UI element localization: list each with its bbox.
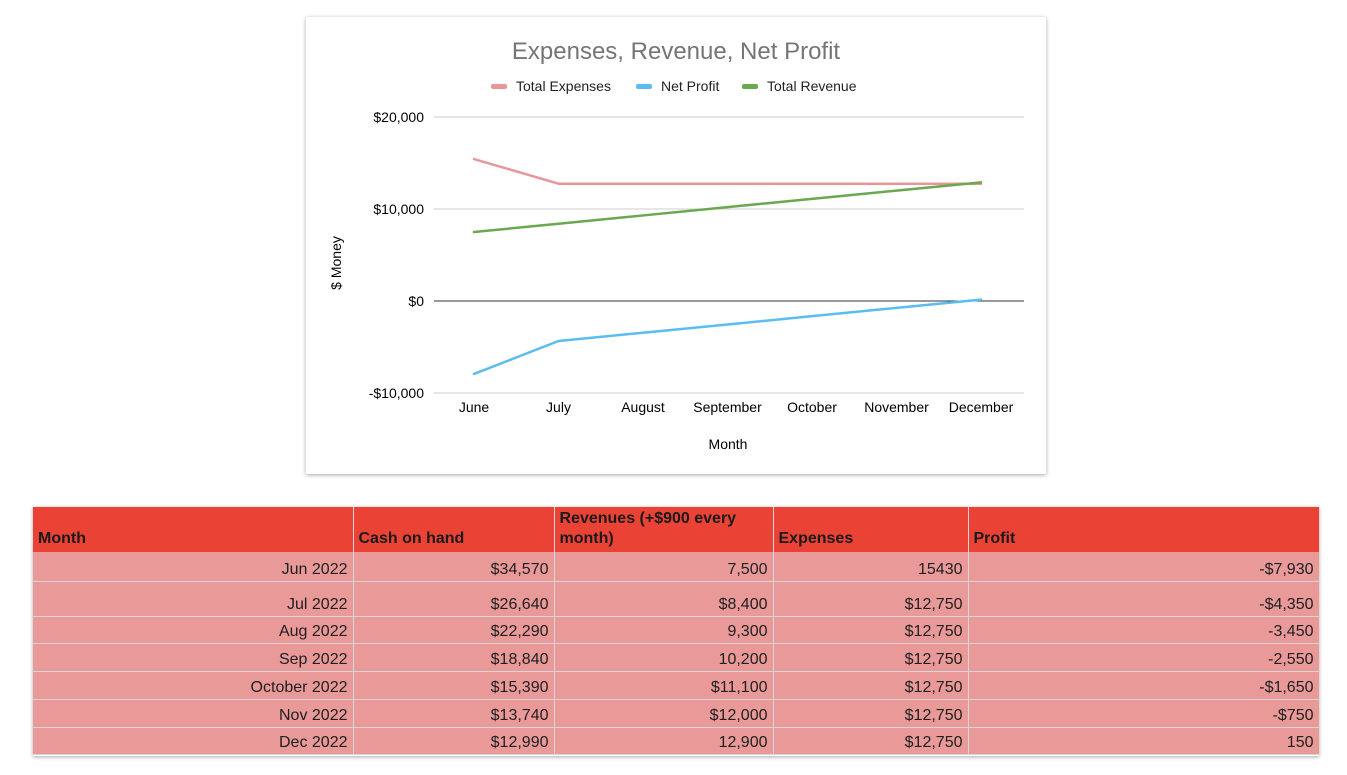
chart-series	[472, 157, 983, 376]
table-cell: $22,290	[353, 616, 555, 645]
table-cell: $26,640	[353, 581, 555, 617]
table-cell: 9,300	[554, 616, 774, 645]
y-tick-label-2: $0	[408, 293, 424, 309]
y-tick-label-1: $10,000	[373, 201, 424, 217]
table-cell: $12,990	[353, 727, 555, 756]
table-cell: $12,750	[773, 699, 969, 728]
x-axis-label: Month	[709, 436, 748, 452]
table-cell: 15430	[773, 552, 969, 582]
table-cell: -$4,350	[968, 581, 1319, 617]
table-cell: $12,000	[554, 699, 774, 728]
table-cell: 150	[968, 727, 1319, 756]
table-cell: $11,100	[554, 671, 774, 700]
table-row: Nov 2022 $13,740 $12,000 $12,750 -$750	[33, 699, 1319, 728]
table-row: October 2022 $15,390 $11,100 $12,750 -$1,650	[33, 671, 1319, 700]
series-line-0	[472, 157, 983, 185]
table-row: Jul 2022 $26,640 $8,400 $12,750 -$4,350	[33, 581, 1319, 617]
table-cell: October 2022	[33, 671, 354, 700]
x-tick-label-5: November	[864, 399, 929, 415]
series-line-2	[472, 181, 983, 234]
series-line-1	[472, 298, 983, 376]
table-cell: 12,900	[554, 727, 774, 756]
table-cell: Aug 2022	[33, 616, 354, 645]
table-cell: $12,750	[773, 643, 969, 673]
table-cell: $18,840	[353, 643, 555, 673]
legend-swatch-2	[742, 84, 758, 89]
table-cell: 7,500	[554, 552, 774, 582]
x-tick-label-1: July	[546, 399, 571, 415]
column-header-3: Expenses	[773, 507, 969, 552]
x-tick-label-2: August	[621, 399, 665, 415]
table-cell: 10,200	[554, 643, 774, 673]
column-header-4: Profit	[968, 507, 1319, 552]
table-cell: Jul 2022	[33, 581, 354, 617]
legend-swatch-0	[491, 84, 507, 89]
table-cell: $12,750	[773, 581, 969, 617]
table-cell: -$7,930	[968, 552, 1319, 582]
x-tick-label-6: December	[949, 399, 1014, 415]
table-cell: -2,550	[968, 643, 1319, 673]
table-cell: $12,750	[773, 616, 969, 645]
table-cell: $13,740	[353, 699, 555, 728]
table-cell: Jun 2022	[33, 552, 354, 582]
x-tick-label-0: June	[459, 399, 490, 415]
table-cell: $12,750	[773, 671, 969, 700]
chart-card: Expenses, Revenue, Net Profit Total Expe…	[306, 17, 1046, 474]
table-row: Aug 2022 $22,290 9,300 $12,750 -3,450	[33, 616, 1319, 645]
table-cell: -$750	[968, 699, 1319, 728]
table-cell: $34,570	[353, 552, 555, 582]
table-cell: $15,390	[353, 671, 555, 700]
table-cell: Dec 2022	[33, 727, 354, 756]
column-header-0: Month	[33, 507, 354, 552]
y-axis-ticks: $20,000 $10,000 $0 -$10,000	[369, 109, 424, 401]
line-chart: Expenses, Revenue, Net Profit Total Expe…	[328, 38, 1024, 452]
column-header-1: Cash on hand	[353, 507, 555, 552]
x-tick-label-3: September	[693, 399, 762, 415]
legend-label-2: Total Revenue	[767, 78, 857, 94]
legend-label-0: Total Expenses	[516, 78, 611, 94]
chart-title: Expenses, Revenue, Net Profit	[512, 38, 841, 65]
y-axis-label: $ Money	[328, 236, 344, 290]
table-cell: $12,750	[773, 727, 969, 756]
table-row: Dec 2022 $12,990 12,900 $12,750 150	[33, 727, 1319, 756]
table-header-row: Month Cash on hand Revenues (+$900 every m…	[33, 507, 1319, 552]
table-cell: Nov 2022	[33, 699, 354, 728]
data-table: Month Cash on hand Revenues (+$900 every m…	[33, 507, 1319, 756]
y-tick-label-3: -$10,000	[369, 385, 424, 401]
table-cell: -3,450	[968, 616, 1319, 645]
chart-legend: Total Expenses Net Profit Total Revenue	[491, 78, 857, 94]
y-tick-label-0: $20,000	[373, 109, 424, 125]
legend-swatch-1	[636, 84, 652, 89]
x-axis-ticks: June July August September October November De…	[459, 399, 1014, 415]
table-cell: -$1,650	[968, 671, 1319, 700]
chart-grid	[434, 116, 1024, 394]
table-cell: Sep 2022	[33, 643, 354, 673]
table-row: Jun 2022 $34,570 7,500 15430 -$7,930	[33, 552, 1319, 582]
column-header-2: Revenues (+$900 every month)	[554, 507, 774, 552]
table-cell: $8,400	[554, 581, 774, 617]
x-tick-label-4: October	[787, 399, 837, 415]
legend-label-1: Net Profit	[661, 78, 719, 94]
table-row: Sep 2022 $18,840 10,200 $12,750 -2,550	[33, 643, 1319, 673]
